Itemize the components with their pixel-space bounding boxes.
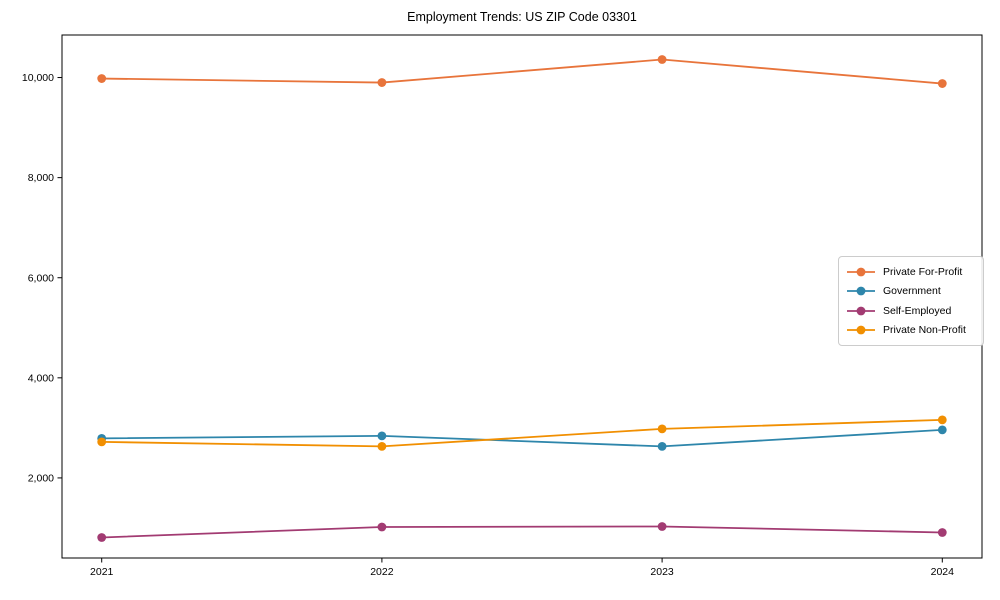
legend-dot [856, 286, 866, 296]
y-tick-label: 8,000 [28, 172, 54, 184]
line-private-for-profit [101, 58, 943, 85]
x-tick-label-2024: 2024 [931, 566, 955, 578]
point-government-2022 [377, 431, 387, 441]
point-private-non-profit-2024 [937, 415, 947, 425]
x-tick-label-2023: 2023 [650, 566, 674, 578]
line-self-employed [101, 525, 943, 539]
y-tick-label: 4,000 [28, 372, 54, 384]
point-self-employed-2022 [377, 522, 387, 532]
point-self-employed-2023 [657, 522, 667, 531]
legend-item-private-for-profit: Private For-Profit [846, 262, 975, 282]
legend-dot [856, 306, 866, 316]
legend-item-government: Government [846, 282, 975, 302]
point-private-non-profit-2021 [97, 437, 107, 447]
point-government-2023 [657, 441, 667, 451]
legend-item-self-employed: Self-Employed [846, 301, 975, 321]
line-government [101, 428, 943, 448]
legend-line-marker-icon [847, 325, 875, 335]
legend-dot [856, 325, 866, 335]
legend: Private For-Profit Government Self-Employe… [838, 256, 984, 346]
line-private-non-profit [101, 418, 943, 448]
legend-line-marker-icon [847, 267, 875, 277]
point-government-2024 [937, 425, 947, 435]
chart-title: Employment Trends: US ZIP Code 03301 [407, 10, 637, 24]
legend-item-private-non-profit: Private Non-Profit [846, 321, 975, 341]
point-private-non-profit-2023 [657, 424, 667, 434]
legend-line-marker-icon [847, 306, 875, 316]
y-tick-label: 10,000 [22, 72, 54, 84]
y-tick-label: 2,000 [28, 473, 54, 485]
point-private-for-profit-2023 [657, 55, 667, 64]
point-private-non-profit-2022 [377, 441, 387, 451]
legend-label: Self-Employed [883, 304, 952, 317]
legend-label: Private For-Profit [883, 265, 963, 278]
point-self-employed-2024 [937, 528, 947, 537]
y-tick-label: 6,000 [28, 272, 54, 284]
point-private-for-profit-2021 [97, 74, 107, 83]
point-private-for-profit-2024 [937, 79, 947, 88]
legend-label: Government [883, 285, 941, 298]
legend-dot [856, 267, 866, 277]
legend-label: Private Non-Profit [883, 324, 966, 337]
point-private-for-profit-2022 [377, 78, 387, 87]
point-self-employed-2021 [97, 533, 107, 542]
legend-line-marker-icon [847, 286, 875, 296]
x-tick-label-2022: 2022 [370, 566, 394, 578]
x-tick-label-2021: 2021 [90, 566, 114, 578]
